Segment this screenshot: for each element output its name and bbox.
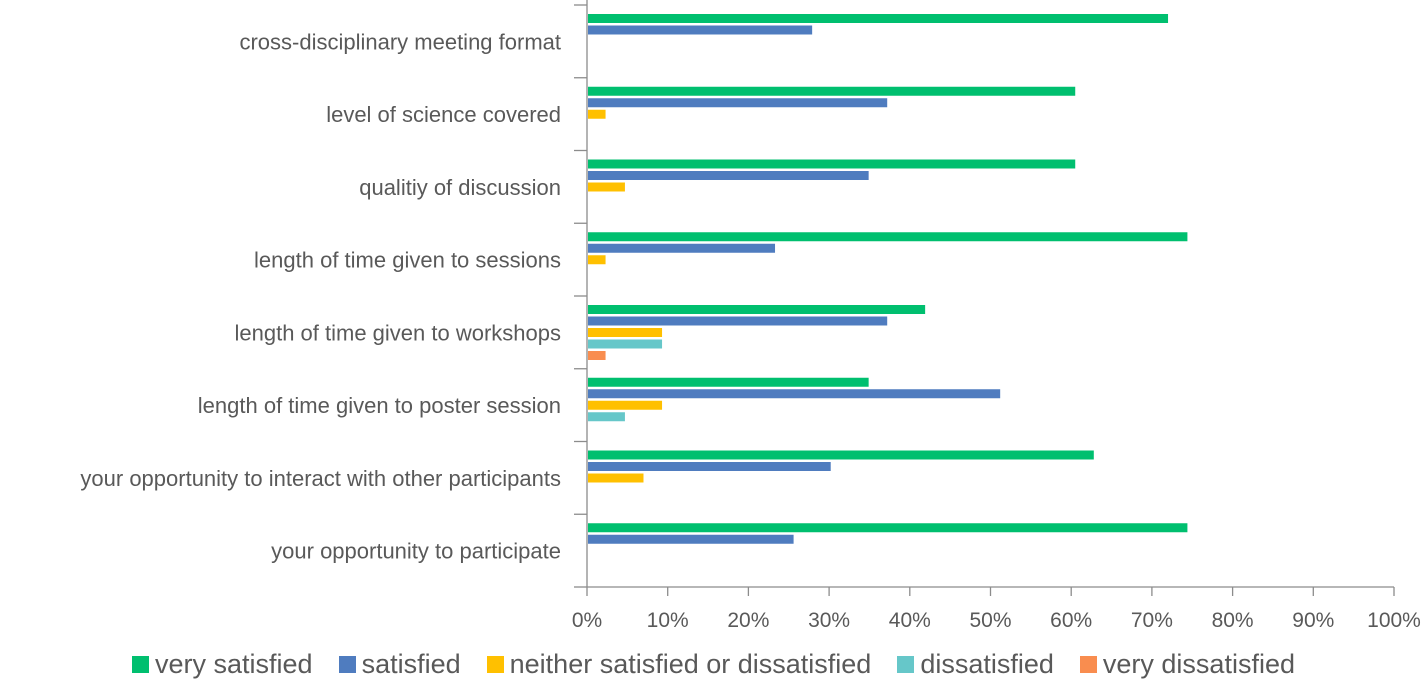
legend-item: neither satisfied or dissatisfied [486,648,872,680]
x-tick-label: 50% [969,609,1011,632]
bar [588,98,888,108]
legend-swatch [132,655,150,673]
x-tick-label: 0% [572,609,602,632]
bar [588,412,625,422]
legend: very satisfied satisfied neither satisfied… [0,640,1427,688]
bar [588,328,663,337]
category-label: length of time given to workshops [234,320,561,345]
bar [588,473,644,483]
bar [588,243,776,253]
category-label: length of time given to poster session [198,393,561,418]
bar [588,109,606,119]
bar [588,171,869,180]
bar [588,351,606,360]
legend-item: dissatisfied [897,649,1054,680]
legend-swatch [486,655,504,673]
legend-label: dissatisfied [920,648,1054,679]
legend-swatch [338,655,356,673]
legend-label: satisfied [361,648,461,679]
x-tick-label: 10% [647,609,689,632]
bar [588,86,1076,96]
legend-label: very dissatisfied [1102,648,1295,679]
category-label: your opportunity to participate [271,539,561,564]
bar [588,339,663,349]
x-tick-label: 80% [1212,609,1254,632]
bar [588,25,813,35]
bar [588,159,1076,169]
bar [588,232,1188,242]
legend-label: very satisfied [155,648,313,679]
category-label: your opportunity to interact with other … [80,466,561,491]
bar [588,255,606,265]
legend-item: very satisfied [132,649,313,680]
legend-swatch [897,655,915,673]
category-label: qualitiy of discussion [359,175,561,200]
bar [588,462,831,471]
x-tick-label: 70% [1131,609,1173,632]
legend-label: neither satisfied or dissatisfied [509,648,872,679]
bar [588,400,663,410]
bar [588,305,926,314]
x-tick-label: 100% [1367,609,1421,632]
category-label: cross-disciplinary meeting format [239,29,561,54]
legend-item: satisfied [338,648,461,680]
bar [588,377,869,387]
bar [588,534,794,544]
bar [588,182,625,192]
legend-item: very dissatisfied [1079,648,1295,680]
bar [588,14,1169,23]
x-tick-label: 40% [889,609,931,632]
legend-swatch [1079,655,1097,673]
category-label: level of science covered [326,102,561,127]
bar [588,523,1188,533]
bar [588,450,1094,460]
x-tick-label: 90% [1292,609,1334,632]
x-tick-label: 20% [727,609,769,632]
x-tick-label: 60% [1050,609,1092,632]
bar-chart: 0% 10% 20% 30% 40% 50% 60% 70% 80% 90% 100% cross-d… [80,0,1421,632]
x-tick-label: 30% [808,609,850,632]
bar [588,389,1001,399]
category-label: length of time given to sessions [254,248,561,273]
bar [588,316,888,326]
